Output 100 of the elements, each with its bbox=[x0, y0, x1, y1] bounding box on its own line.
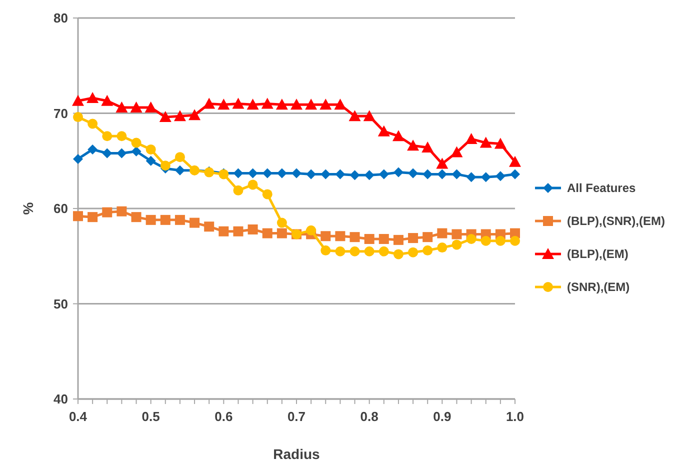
point bbox=[436, 158, 448, 169]
point bbox=[261, 98, 274, 109]
point bbox=[102, 131, 112, 142]
point bbox=[248, 224, 258, 234]
point bbox=[102, 207, 112, 218]
x-axis-title: Radius bbox=[273, 446, 320, 462]
point bbox=[290, 98, 302, 110]
point bbox=[422, 169, 433, 180]
x-tick-label: 0.7 bbox=[287, 409, 306, 424]
point bbox=[160, 160, 170, 171]
point bbox=[248, 168, 258, 178]
x-tick-label: 0.6 bbox=[214, 409, 233, 424]
point bbox=[203, 98, 216, 109]
point bbox=[188, 109, 201, 120]
point bbox=[73, 112, 83, 122]
point bbox=[130, 102, 142, 113]
point bbox=[116, 131, 127, 142]
point bbox=[422, 232, 433, 242]
point bbox=[246, 98, 259, 110]
point bbox=[510, 236, 520, 246]
point bbox=[204, 222, 214, 232]
point bbox=[407, 140, 420, 151]
point bbox=[452, 240, 462, 250]
point bbox=[262, 168, 272, 178]
point bbox=[276, 218, 287, 228]
y-tick-label: 70 bbox=[54, 106, 68, 121]
point bbox=[378, 246, 389, 256]
point bbox=[422, 142, 434, 153]
point bbox=[393, 167, 404, 178]
point bbox=[350, 246, 360, 256]
point bbox=[392, 130, 404, 142]
point bbox=[116, 206, 127, 216]
point bbox=[378, 125, 390, 136]
point bbox=[101, 94, 114, 106]
point bbox=[510, 169, 520, 180]
point bbox=[408, 247, 418, 258]
point bbox=[437, 242, 448, 253]
legend-label: (BLP),(EM) bbox=[567, 247, 628, 262]
legend-label: (BLP),(SNR),(EM) bbox=[567, 214, 665, 228]
point bbox=[116, 148, 127, 158]
point bbox=[480, 236, 491, 246]
point bbox=[144, 102, 157, 113]
point bbox=[146, 144, 156, 154]
point bbox=[437, 228, 448, 238]
x-tick-label: 0.8 bbox=[360, 409, 378, 424]
point bbox=[466, 172, 476, 182]
point bbox=[350, 170, 360, 180]
point bbox=[335, 169, 346, 180]
point bbox=[452, 229, 462, 240]
point bbox=[364, 170, 374, 180]
point bbox=[480, 172, 491, 182]
point bbox=[276, 168, 287, 178]
point bbox=[364, 246, 374, 256]
y-tick-label: 60 bbox=[54, 201, 68, 216]
point bbox=[348, 110, 361, 122]
point bbox=[72, 94, 84, 106]
point bbox=[350, 232, 360, 242]
point bbox=[262, 189, 272, 200]
point bbox=[218, 98, 230, 110]
point bbox=[131, 212, 142, 222]
point bbox=[174, 214, 185, 225]
point bbox=[378, 169, 389, 180]
point bbox=[131, 138, 142, 148]
point bbox=[335, 246, 346, 256]
y-axis-title: % bbox=[20, 202, 36, 215]
point bbox=[276, 98, 288, 110]
x-tick-label: 0.9 bbox=[433, 409, 452, 424]
point bbox=[73, 154, 83, 164]
point bbox=[102, 148, 112, 158]
point bbox=[146, 156, 156, 166]
y-tick-label: 80 bbox=[54, 10, 68, 26]
y-tick-label: 40 bbox=[54, 392, 68, 407]
point bbox=[408, 233, 418, 244]
point bbox=[452, 169, 462, 180]
point bbox=[248, 180, 258, 190]
point bbox=[393, 249, 404, 260]
point bbox=[363, 110, 376, 122]
point bbox=[495, 236, 506, 246]
point bbox=[159, 111, 172, 122]
point bbox=[146, 214, 156, 225]
point bbox=[292, 168, 302, 178]
point bbox=[233, 185, 244, 196]
x-tick-label: 0.5 bbox=[142, 409, 160, 424]
point bbox=[320, 231, 331, 242]
point bbox=[465, 132, 478, 144]
point bbox=[305, 98, 318, 110]
point bbox=[378, 234, 389, 244]
point bbox=[335, 231, 346, 242]
legend-label: All Features bbox=[567, 181, 636, 196]
point bbox=[88, 118, 98, 129]
legend-label: (SNR),(EM) bbox=[567, 280, 630, 294]
point bbox=[320, 245, 331, 256]
x-tick-label: 0.4 bbox=[68, 409, 88, 424]
point bbox=[174, 110, 186, 122]
x-tick-label: 1.0 bbox=[506, 409, 524, 424]
point bbox=[364, 234, 374, 244]
point bbox=[232, 98, 244, 109]
point bbox=[393, 234, 404, 245]
point bbox=[422, 245, 433, 256]
point bbox=[306, 169, 316, 180]
